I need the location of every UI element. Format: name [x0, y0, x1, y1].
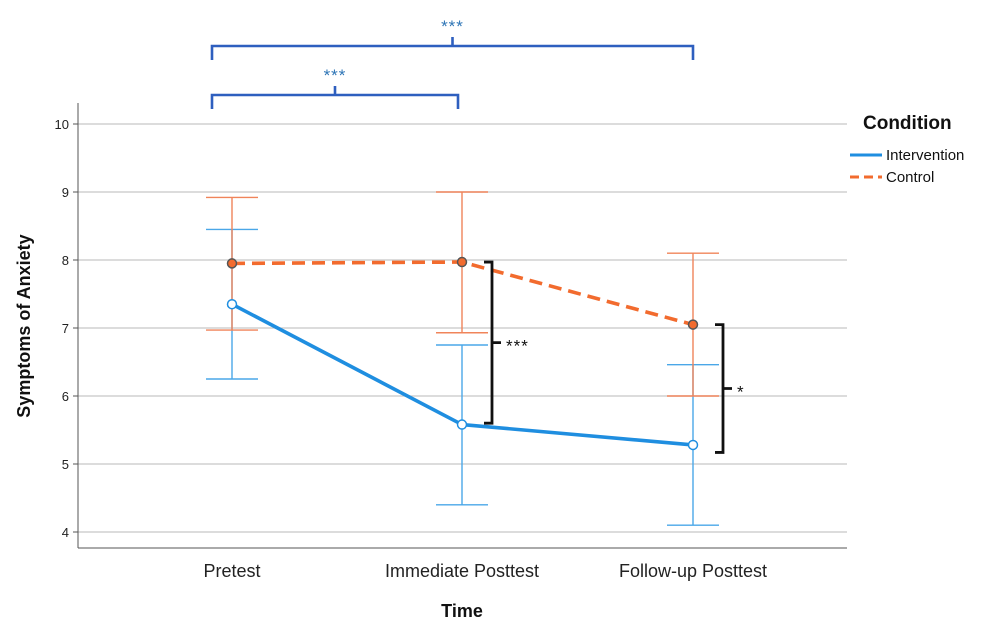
y-tick-label-10: 10: [55, 117, 69, 132]
significance-annotations: **********: [210, 17, 745, 454]
y-tick-label-8: 8: [62, 253, 69, 268]
side-bracket-1: [715, 323, 732, 454]
y-tick-label-7: 7: [62, 321, 69, 336]
gridlines: [73, 123, 847, 533]
data-point-1-2: [687, 319, 699, 330]
side-bracket-label-1: *: [737, 383, 745, 402]
x-tick-label-2: Follow-up Posttest: [619, 561, 767, 581]
legend-title: Condition: [863, 113, 952, 134]
top-bracket-label-1: ***: [324, 66, 347, 85]
data-point-1-1: [456, 256, 468, 268]
data-point-0-2: [687, 439, 699, 451]
y-tick-label-5: 5: [62, 457, 69, 472]
top-bracket-0: [210, 37, 695, 60]
x-axis-title: Time: [441, 601, 483, 621]
legend-label-control: Control: [886, 169, 934, 186]
y-axis-title: Symptoms of Anxiety: [14, 234, 34, 417]
axes: [77, 103, 847, 549]
data-point-1-0: [226, 258, 238, 269]
data-point-0-1: [456, 419, 468, 430]
side-bracket-label-0: ***: [506, 337, 529, 356]
top-bracket-label-0: ***: [441, 17, 464, 36]
legend-label-intervention: Intervention: [886, 147, 964, 164]
data-point-0-0: [226, 298, 238, 310]
y-tick-label-4: 4: [62, 525, 69, 540]
legend: Condition Intervention Control: [850, 113, 964, 186]
y-tick-label-9: 9: [62, 185, 69, 200]
x-tick-label-0: Pretest: [203, 561, 260, 581]
x-tick-label-1: Immediate Posttest: [385, 561, 539, 581]
side-bracket-0: [484, 260, 501, 425]
y-tick-labels: 4 5 6 7 8 9 10: [55, 117, 69, 540]
y-tick-label-6: 6: [62, 389, 69, 404]
x-tick-labels: Pretest Immediate Posttest Follow-up Postt…: [203, 561, 767, 581]
data-points: [226, 256, 699, 451]
error-bars: [206, 191, 719, 526]
top-bracket-1: [210, 86, 460, 109]
